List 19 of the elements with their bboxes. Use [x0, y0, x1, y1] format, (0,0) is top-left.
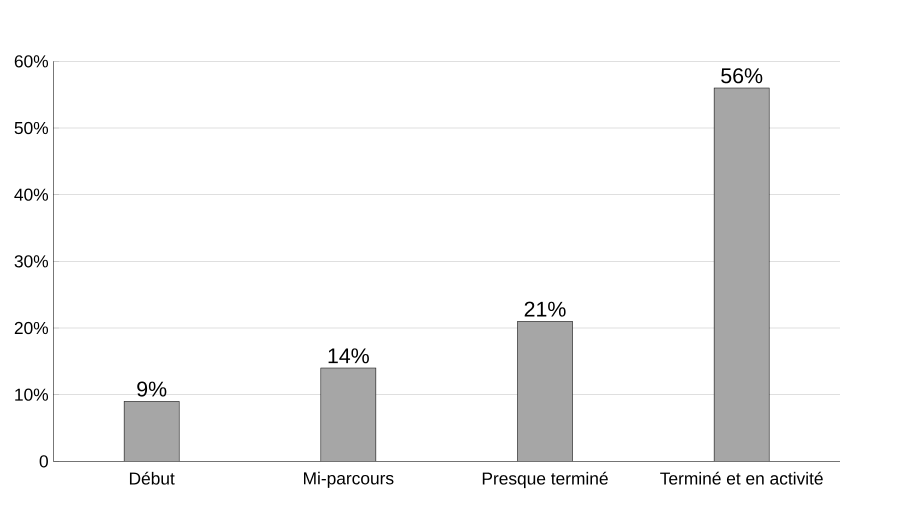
data-label: 21%: [524, 302, 566, 317]
y-tick-label: 50%: [14, 122, 48, 134]
y-tick-label: 60%: [14, 55, 48, 68]
bar: [124, 401, 180, 462]
bar: [714, 88, 770, 462]
bar: [517, 321, 573, 462]
y-tick-label: 30%: [14, 255, 48, 268]
y-tick-label: 10%: [15, 388, 48, 401]
y-tick-label: 20%: [14, 322, 48, 334]
data-label: 14%: [328, 348, 369, 364]
data-label: 9%: [137, 382, 166, 397]
y-tick-label: 40%: [14, 188, 48, 201]
y-tick-label: 0: [40, 455, 48, 468]
x-tick-label: Mi-parcours: [304, 472, 394, 488]
data-label: 56%: [721, 68, 762, 84]
x-tick-label: Début: [130, 472, 175, 485]
x-tick-label: Presque terminé: [482, 472, 608, 488]
bar: [320, 368, 376, 462]
x-tick-label: Terminé et en activité: [660, 472, 823, 485]
